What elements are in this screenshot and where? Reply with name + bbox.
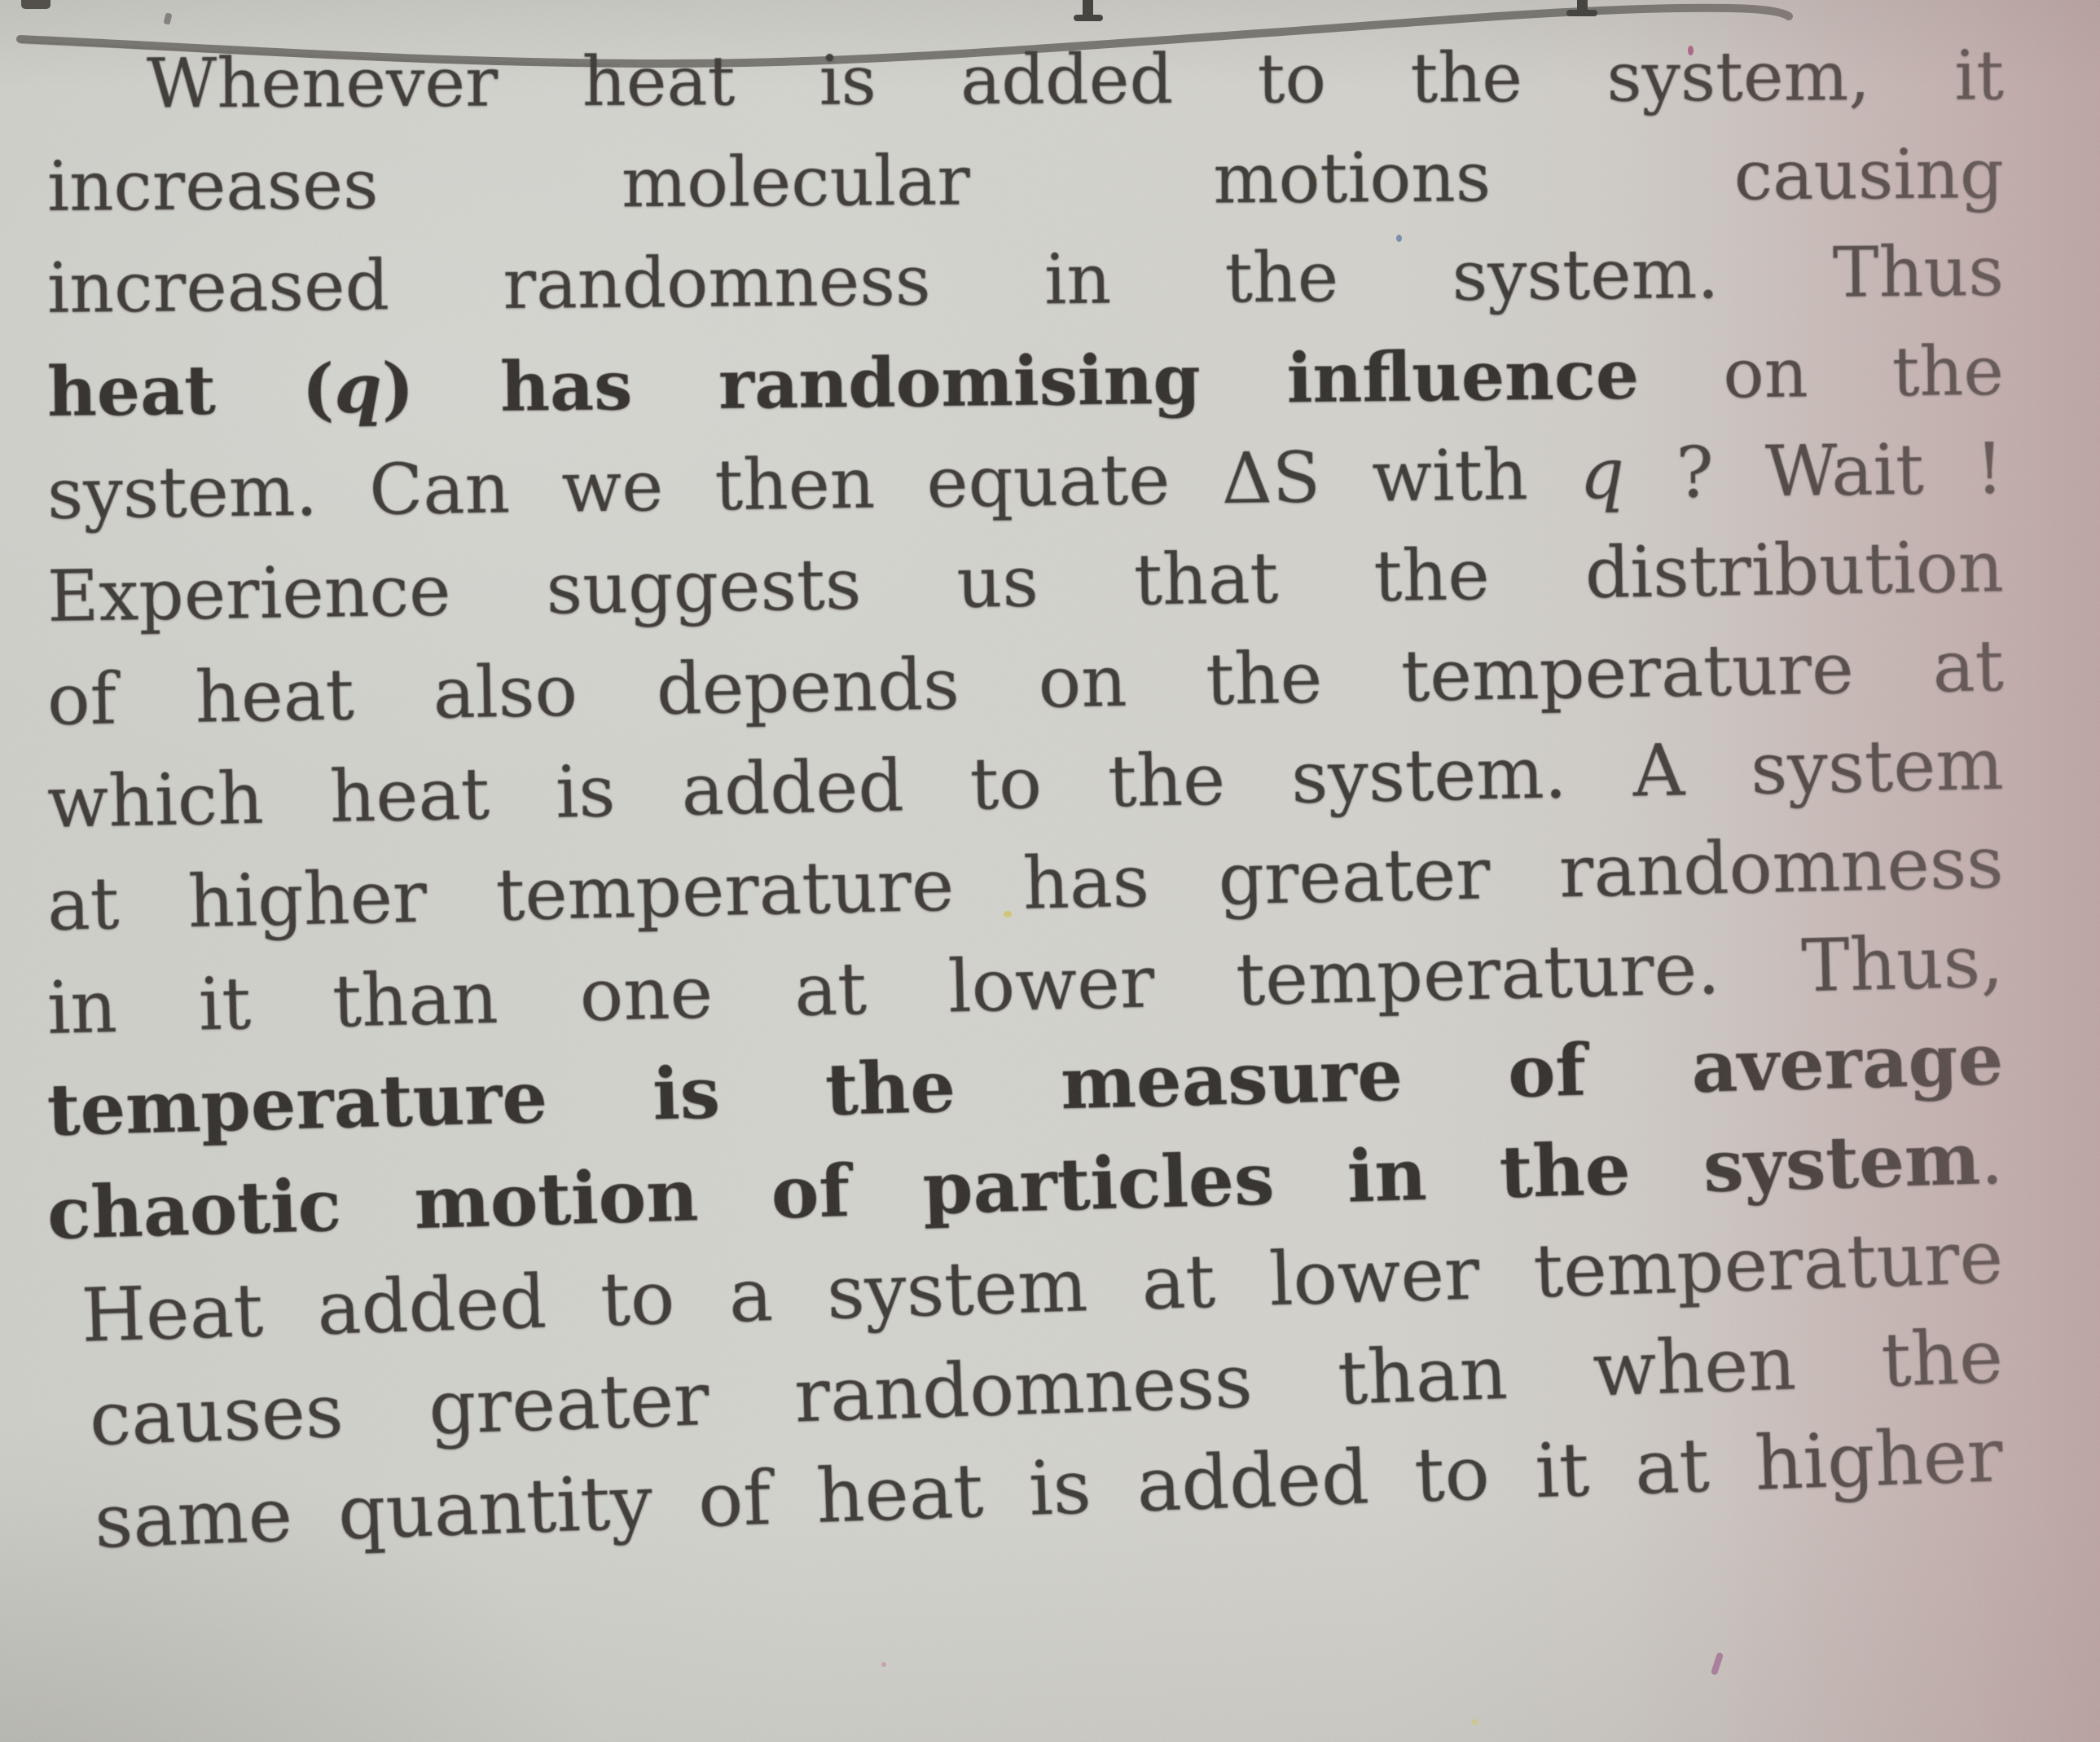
- text-segment: Whenever heat is added to the system, it: [146, 35, 2005, 124]
- ink-speck: [881, 1662, 886, 1667]
- text-line-1: Whenever heat is added to the system, it: [47, 24, 2005, 135]
- paragraph-text-block: Whenever heat is added to the system, it…: [0, 33, 2100, 1573]
- text-segment: heat (: [46, 348, 335, 432]
- text-line-2: increases molecular motions causing: [47, 122, 2005, 238]
- text-segment: on the: [1638, 330, 2005, 415]
- text-segment: .: [1979, 1115, 2005, 1201]
- text-segment: q: [333, 347, 383, 429]
- text-segment: ? Wait !: [1623, 428, 2005, 515]
- text-segment: system. Can we then equate ΔS with: [46, 433, 1580, 535]
- ink-speck: [1471, 1719, 1478, 1725]
- text-segment: ) has randomising influence: [381, 333, 1640, 429]
- ink-speck: [1710, 1652, 1724, 1676]
- text-segment: increases molecular motions causing: [46, 134, 2005, 227]
- text-segment: increased randomness in the system. Thus: [46, 231, 2005, 329]
- text-segment: q: [1579, 433, 1625, 516]
